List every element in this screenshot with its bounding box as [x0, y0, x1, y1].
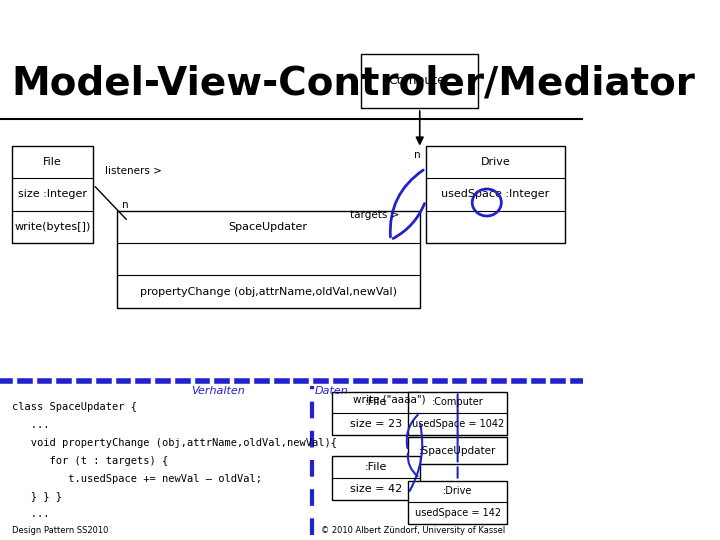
Text: :SpaceUpdater: :SpaceUpdater: [419, 446, 496, 456]
FancyBboxPatch shape: [408, 481, 507, 524]
Text: void propertyChange (obj,attrName,oldVal,newVal){: void propertyChange (obj,attrName,oldVal…: [12, 438, 337, 448]
Text: t.usedSpace += newVal – oldVal;: t.usedSpace += newVal – oldVal;: [12, 474, 261, 484]
FancyBboxPatch shape: [426, 146, 565, 243]
Text: :Computer: :Computer: [432, 397, 484, 407]
Text: size :Integer: size :Integer: [18, 190, 87, 199]
FancyBboxPatch shape: [333, 456, 420, 500]
Text: n: n: [122, 200, 129, 210]
Text: } } }: } } }: [12, 491, 62, 502]
FancyBboxPatch shape: [12, 146, 94, 243]
Text: class SpaceUpdater {: class SpaceUpdater {: [12, 402, 137, 413]
Text: n: n: [414, 150, 420, 160]
Text: listeners >: listeners >: [105, 166, 162, 176]
Text: ...: ...: [12, 509, 49, 519]
Text: propertyChange (obj,attrName,oldVal,newVal): propertyChange (obj,attrName,oldVal,newV…: [140, 287, 397, 296]
FancyBboxPatch shape: [333, 392, 420, 435]
FancyBboxPatch shape: [408, 392, 507, 435]
Text: :File: :File: [365, 397, 387, 407]
Text: write(bytes[]): write(bytes[]): [14, 222, 91, 232]
Text: Design Pattern SS2010: Design Pattern SS2010: [12, 525, 108, 535]
FancyBboxPatch shape: [117, 211, 420, 308]
Text: Verhalten: Verhalten: [191, 386, 245, 396]
Text: usedSpace = 1042: usedSpace = 1042: [412, 419, 504, 429]
Text: © 2010 Albert Zündorf, University of Kassel: © 2010 Albert Zündorf, University of Kas…: [320, 525, 505, 535]
Text: usedSpace = 142: usedSpace = 142: [415, 508, 500, 518]
Text: Computer: Computer: [389, 75, 451, 87]
Text: ...: ...: [12, 420, 49, 430]
Text: for (t : targets) {: for (t : targets) {: [12, 456, 168, 466]
FancyBboxPatch shape: [361, 54, 478, 108]
Text: write ("aaaa"): write ("aaaa"): [353, 394, 426, 404]
Text: :File: :File: [365, 462, 387, 472]
Text: targets >: targets >: [350, 210, 399, 220]
Text: File: File: [43, 157, 62, 167]
FancyBboxPatch shape: [408, 437, 507, 464]
Text: Daten: Daten: [315, 386, 348, 396]
Text: size = 23: size = 23: [350, 419, 402, 429]
Text: Drive: Drive: [481, 157, 510, 167]
Text: SpaceUpdater: SpaceUpdater: [229, 222, 307, 232]
Text: usedSpace :Integer: usedSpace :Integer: [441, 190, 549, 199]
Text: :Drive: :Drive: [443, 487, 472, 496]
Text: size = 42: size = 42: [350, 484, 402, 494]
Text: Model-View-Controler/Mediator: Model-View-Controler/Mediator: [12, 65, 696, 103]
